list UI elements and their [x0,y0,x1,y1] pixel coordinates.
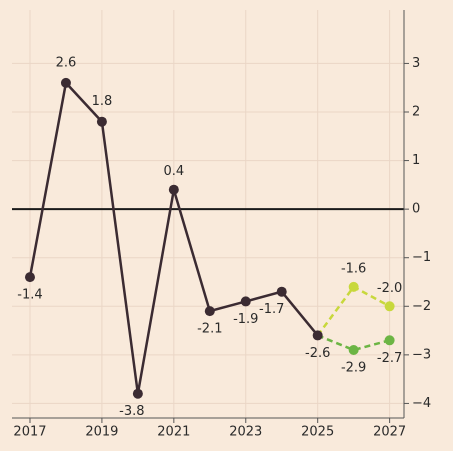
y-tick-label: −3 [412,347,431,362]
data-label: 1.8 [92,94,113,109]
data-point [276,286,287,297]
data-point [24,272,35,283]
data-label: 0.4 [163,164,184,179]
data-label: 2.6 [56,55,77,70]
y-tick-label: 0 [412,202,420,217]
y-tick-label: −2 [412,299,431,314]
data-point [60,77,71,88]
y-tick-label: −4 [412,396,431,411]
data-label: -2.0 [377,281,402,296]
data-point [204,306,215,317]
data-label: -2.1 [197,322,222,337]
y-tick-label: 3 [412,56,420,71]
data-label: -3.8 [119,404,144,419]
data-point [96,116,107,127]
data-label: -1.6 [341,261,366,276]
y-tick-label: −1 [412,250,431,265]
y-tick-label: 1 [412,153,420,168]
data-label: -2.6 [305,346,330,361]
data-point [348,281,359,292]
x-tick-label: 2027 [373,425,406,440]
series-line [317,334,390,352]
x-tick-label: 2017 [13,425,46,440]
data-label: -2.7 [377,351,402,366]
data-label: -1.4 [17,288,42,303]
x-tick-label: 2025 [301,425,334,440]
data-point [384,301,395,312]
data-label: -2.9 [341,361,366,376]
data-point [168,184,179,195]
y-tick-label: 2 [412,105,420,120]
data-point [312,330,323,341]
x-tick-label: 2021 [157,425,190,440]
data-point [348,345,359,355]
data-point [240,296,251,307]
data-label: -1.9 [233,312,258,327]
x-tick-label: 2019 [85,425,118,440]
data-point [384,335,395,346]
data-point [132,388,143,399]
x-tick-label: 2023 [229,425,262,440]
data-label: -1.7 [259,302,284,317]
